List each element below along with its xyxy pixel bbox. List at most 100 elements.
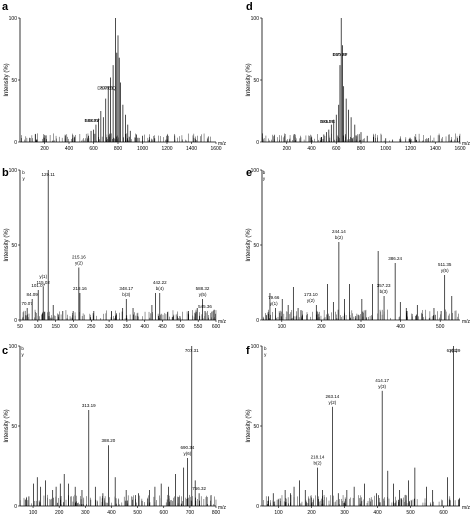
annotation-label: b: [263, 170, 266, 175]
y-axis-label: Intensity (%): [246, 409, 252, 442]
y-tick-label: 50: [253, 424, 259, 430]
annotation-label: 707.31: [100, 86, 114, 91]
annotation-label: DVYSF: [332, 52, 347, 57]
annotation-label: y(2): [75, 261, 83, 266]
annotation-label: y: [21, 352, 24, 357]
annotation-label: y(1): [270, 301, 278, 306]
annotation-label: y(6): [183, 451, 191, 456]
y-tick-label: 100: [9, 168, 18, 174]
annotation-label: y: [264, 352, 267, 357]
y-tick-label: 0: [256, 504, 259, 510]
annotation-label: b: [21, 346, 24, 351]
x-tick-label: 150: [51, 324, 60, 330]
panel-letter: c: [2, 345, 8, 357]
annotation-label: y(3): [378, 384, 386, 389]
x-tick-label: 1600: [454, 146, 465, 152]
x-tick-label: 50: [17, 324, 23, 330]
x-tick-label: 300: [105, 324, 114, 330]
x-tick-label: 100: [278, 324, 287, 330]
panel-letter: b: [2, 167, 9, 179]
y-tick-label: 50: [11, 424, 17, 430]
annotation-label: 690.34: [180, 445, 194, 450]
y-axis-label: Intensity (%): [246, 228, 252, 261]
x-axis-label: m/z: [218, 319, 227, 325]
annotation-label: 173.10: [304, 292, 318, 297]
annotation-label: 357.23: [377, 283, 391, 288]
x-tick-label: 100: [34, 324, 43, 330]
y-tick-label: 0: [14, 140, 17, 146]
x-axis-label: m/z: [218, 141, 227, 147]
x-tick-label: 400: [141, 324, 150, 330]
y-axis-label: Intensity (%): [246, 63, 252, 96]
annotation-label: b(3): [122, 292, 131, 297]
annotation-label: 386.24: [388, 256, 402, 261]
panel-letter: e: [246, 167, 252, 179]
annotation-label: 442.22: [153, 280, 167, 285]
annotation-label: 215.16: [72, 255, 86, 260]
y-tick-label: 50: [253, 78, 259, 84]
annotation-label: 348.17: [119, 286, 133, 291]
panel-letter: a: [2, 1, 9, 13]
y-tick-label: 100: [251, 16, 260, 22]
annotation-label: b(4): [156, 286, 165, 291]
x-tick-label: 400: [373, 510, 382, 516]
y-tick-label: 0: [256, 318, 259, 324]
annotation-label: 101.07: [31, 283, 45, 288]
annotation-label: 630.29: [333, 52, 347, 57]
x-tick-label: 600: [160, 510, 169, 516]
x-tick-label: 600: [439, 510, 448, 516]
annotation-label: 630.29: [447, 348, 461, 353]
x-tick-label: 1400: [186, 146, 197, 152]
annotation-label: 263.14: [325, 394, 339, 399]
annotation-label: DKLPG: [320, 119, 336, 124]
x-tick-label: 450: [158, 324, 167, 330]
y-tick-label: 100: [9, 344, 18, 350]
annotation-label: b(2): [313, 461, 322, 466]
annotation-label: 218.14: [311, 455, 325, 460]
annotation-label: ESKPV: [85, 118, 100, 123]
annotation-label: 529.28: [321, 119, 335, 124]
x-tick-label: 800: [114, 146, 123, 152]
y-tick-label: 50: [253, 243, 259, 249]
x-tick-label: 500: [133, 510, 142, 516]
x-tick-label: 1600: [210, 146, 221, 152]
x-tick-label: 800: [212, 510, 221, 516]
annotation-label: DSTRTQ: [97, 86, 116, 91]
x-tick-label: 100: [274, 510, 283, 516]
x-tick-label: 600: [332, 146, 341, 152]
y-tick-label: 50: [11, 243, 17, 249]
x-axis-label: m/z: [462, 505, 471, 511]
annotation-label: y(4): [450, 348, 458, 353]
annotation-label: b(2): [335, 235, 344, 240]
annotation-label: 511.35: [438, 262, 452, 267]
y-tick-label: 0: [14, 504, 17, 510]
x-tick-label: 700: [186, 510, 195, 516]
annotation-label: 129.11: [41, 172, 55, 177]
x-tick-label: 1200: [161, 146, 172, 152]
x-axis-label: m/z: [462, 319, 471, 325]
panel-letter: d: [246, 1, 253, 13]
x-tick-label: 350: [123, 324, 132, 330]
x-tick-label: 400: [396, 324, 405, 330]
x-axis-label: m/z: [218, 505, 227, 511]
x-tick-label: 500: [406, 510, 415, 516]
x-tick-label: 550: [194, 324, 203, 330]
annotation-label: 84.09: [27, 292, 39, 297]
x-tick-label: 200: [55, 510, 64, 516]
y-tick-label: 0: [14, 318, 17, 324]
annotation-label: 588.32: [85, 118, 99, 123]
annotation-label: b: [264, 346, 267, 351]
annotation-label: b(3): [380, 289, 389, 294]
x-tick-label: 200: [69, 324, 78, 330]
annotation-label: 707.31: [185, 348, 199, 353]
y-tick-label: 100: [251, 344, 260, 350]
annotation-label: 388.20: [102, 438, 116, 443]
x-tick-label: 1400: [430, 146, 441, 152]
annotation-label: y: [22, 176, 25, 181]
annotation-label: 244.14: [332, 229, 346, 234]
